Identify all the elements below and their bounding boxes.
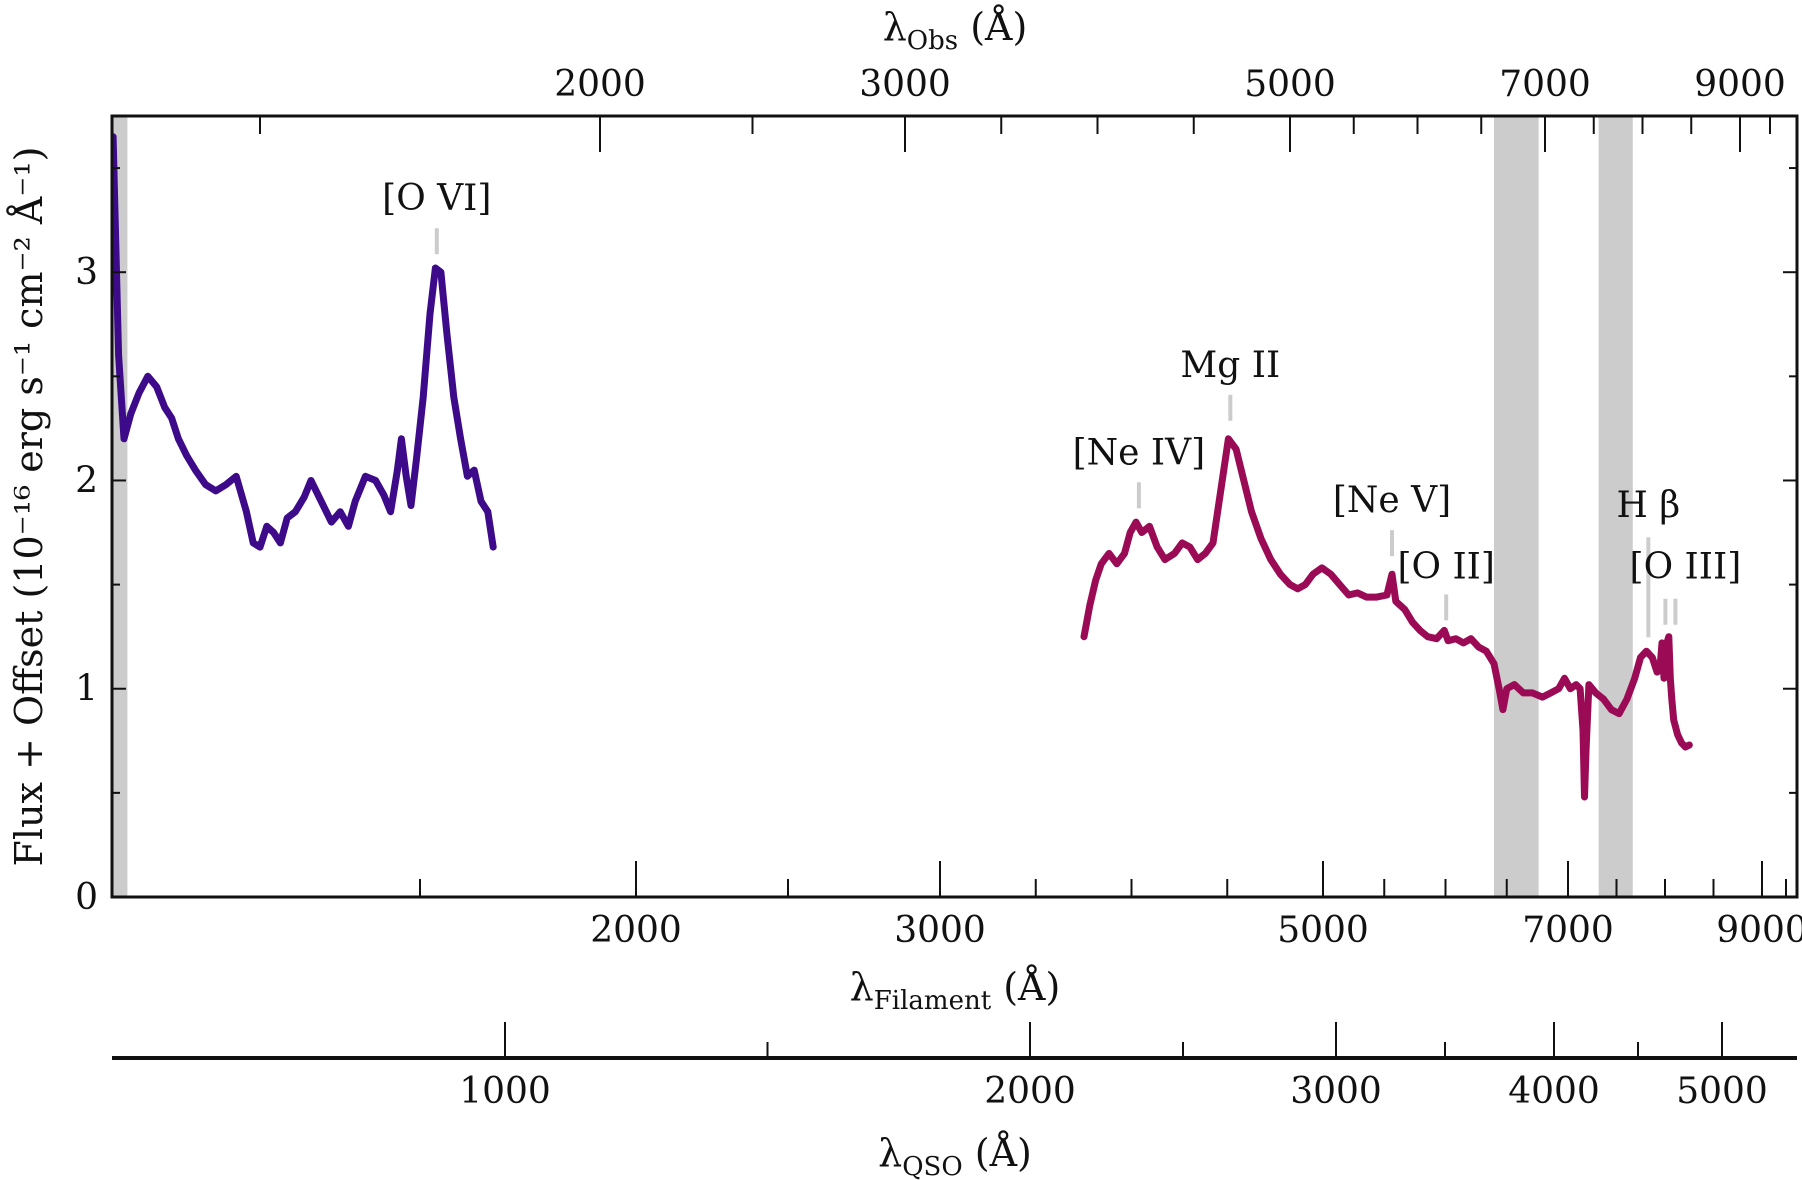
y-tick-label: 2 bbox=[75, 460, 98, 501]
plot-frame bbox=[110, 114, 1799, 899]
filament-tick-label: 9000 bbox=[1716, 910, 1802, 951]
obs-tick-label: 2000 bbox=[554, 64, 646, 105]
qso-axis-label: λQSO (Å) bbox=[878, 1131, 1032, 1180]
obs-axis-label-unit: (Å) bbox=[958, 5, 1027, 49]
filament-tick-label: 7000 bbox=[1522, 910, 1614, 951]
obs-tick-label: 9000 bbox=[1694, 64, 1786, 105]
masked-regions bbox=[112, 116, 1633, 897]
filament-tick-label: 3000 bbox=[894, 910, 986, 951]
qso-tick-label: 2000 bbox=[984, 1071, 1076, 1112]
spectra-series bbox=[112, 133, 1693, 801]
qso-axis-label-sub: QSO bbox=[902, 1152, 962, 1180]
annotation-label-4: [O II] bbox=[1397, 546, 1495, 587]
filament-axis-label-main: λ bbox=[850, 965, 874, 1009]
filament-tick-label: 5000 bbox=[1277, 910, 1369, 951]
series-1-line bbox=[1080, 435, 1693, 801]
qso-tick-label: 3000 bbox=[1290, 1071, 1382, 1112]
obs-tick-label: 3000 bbox=[859, 64, 951, 105]
filament-axis-label-unit: (Å) bbox=[991, 965, 1060, 1009]
annotation-label-2: Mg II bbox=[1180, 345, 1280, 386]
annotation-label-6: [O III] bbox=[1630, 547, 1742, 588]
annotation-label-5: H β bbox=[1617, 485, 1681, 526]
obs-axis-label-main: λ bbox=[883, 5, 907, 49]
annotation-label-0: [O VI] bbox=[382, 178, 491, 219]
line-annotations: [O VI] [Ne IV] Mg II [Ne V] [O II] H β [O III] bbox=[382, 178, 1742, 638]
filament-tick-label: 2000 bbox=[590, 910, 682, 951]
masked-region-1 bbox=[112, 116, 128, 897]
obs-axis-label-sub: Obs bbox=[907, 26, 958, 56]
qso-axis-label-main: λ bbox=[878, 1131, 902, 1175]
annotation-label-3: [Ne V] bbox=[1333, 480, 1451, 521]
obs-axis-label: λObs (Å) bbox=[883, 5, 1028, 56]
annotation-label-1: [Ne IV] bbox=[1073, 432, 1206, 473]
obs-tick-label: 5000 bbox=[1244, 64, 1336, 105]
qso-tick-label: 4000 bbox=[1508, 1071, 1600, 1112]
filament-axis-label: λFilament (Å) bbox=[850, 965, 1061, 1016]
axis-ticks: 0 1 2 3 2000 3000 5000 7000 9000 2000 3000 5000 7000… bbox=[75, 64, 1802, 1112]
y-tick-label: 0 bbox=[75, 877, 98, 918]
qso-axis-label-unit: (Å) bbox=[963, 1131, 1032, 1175]
filament-axis-label-sub: Filament bbox=[874, 986, 992, 1016]
obs-tick-label: 7000 bbox=[1499, 64, 1591, 105]
y-axis-label: Flux + Offset (10⁻¹⁶ erg s⁻¹ cm⁻² Å⁻¹) bbox=[7, 147, 51, 867]
qso-tick-label: 1000 bbox=[459, 1071, 551, 1112]
y-tick-label: 3 bbox=[75, 252, 98, 293]
series-0-line bbox=[112, 133, 497, 551]
masked-region-2 bbox=[1494, 116, 1539, 897]
y-tick-label: 1 bbox=[75, 669, 98, 710]
masked-region-3 bbox=[1598, 116, 1633, 897]
qso-tick-label: 5000 bbox=[1676, 1071, 1768, 1112]
